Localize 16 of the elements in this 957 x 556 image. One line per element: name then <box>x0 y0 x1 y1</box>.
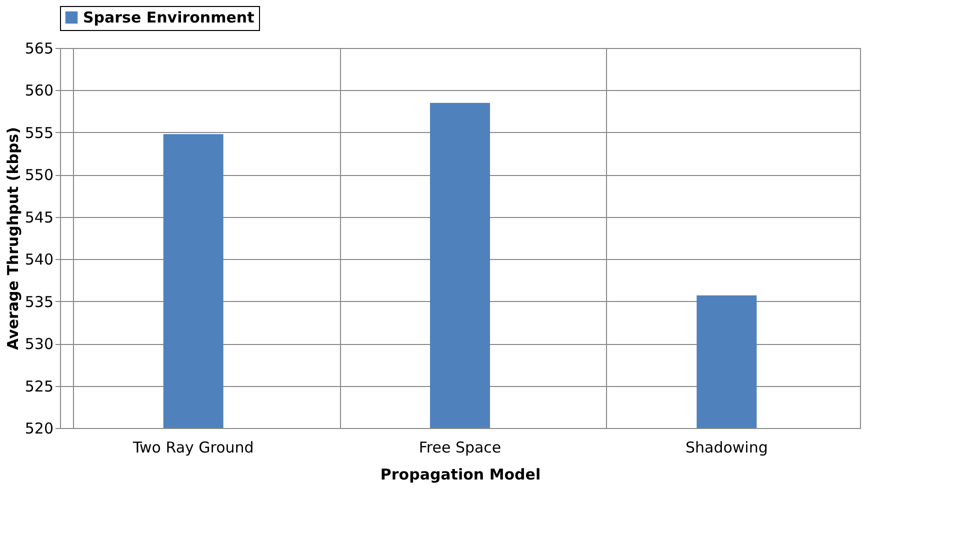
x-tick-label: Shadowing <box>685 438 768 456</box>
y-tick-label: 555 <box>24 124 54 142</box>
x-tick-label: Free Space <box>418 438 502 456</box>
y-tick-label: 525 <box>24 377 54 396</box>
y-tick-label: 565 <box>24 40 54 58</box>
y-tick-label: 520 <box>24 420 54 438</box>
y-axis-title: Average Thrughput (kbps) <box>4 127 22 350</box>
y-tick-label: 540 <box>24 250 54 269</box>
x-tick-label: Two Ray Ground <box>132 438 254 456</box>
y-tick-label: 530 <box>24 335 54 354</box>
x-axis-title: Propagation Model <box>380 466 541 484</box>
y-tick-label: 560 <box>24 82 54 100</box>
legend-label: Sparse Environment <box>83 8 254 26</box>
y-tick-label: 545 <box>24 208 54 226</box>
y-tick-label: 535 <box>24 292 54 311</box>
y-tick-label: 550 <box>24 166 54 184</box>
